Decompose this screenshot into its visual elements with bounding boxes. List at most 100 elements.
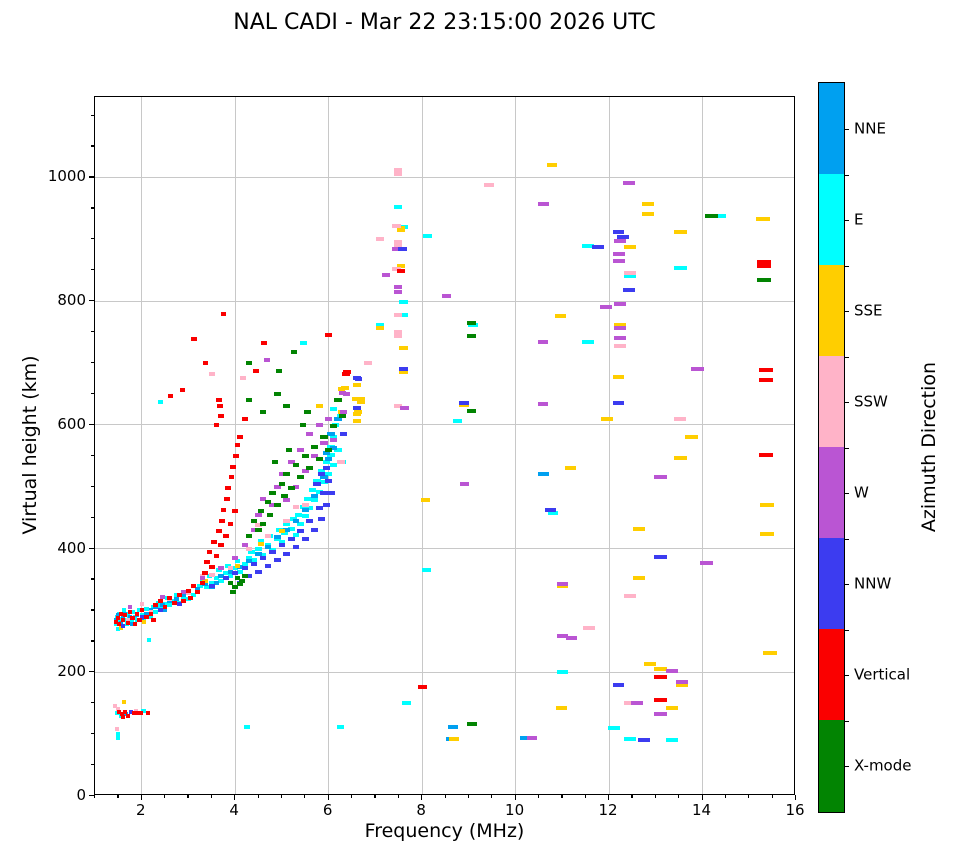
data-point-x-mode xyxy=(260,410,267,415)
data-point-nnw xyxy=(278,543,286,548)
data-point-nne xyxy=(538,472,549,477)
data-point-w xyxy=(306,432,314,437)
data-point-w xyxy=(631,700,644,705)
data-point-nne xyxy=(213,580,220,585)
data-point-nnw xyxy=(264,563,272,568)
data-point-e xyxy=(243,724,250,729)
data-point-sse xyxy=(399,346,408,351)
data-point-vertical xyxy=(171,601,177,605)
data-point-e xyxy=(141,616,147,621)
data-point-nnw xyxy=(354,377,363,382)
data-point-w xyxy=(654,712,667,717)
x-tick-label: 2 xyxy=(135,801,146,819)
x-major-tick xyxy=(701,795,703,800)
data-point-w xyxy=(393,284,402,289)
data-point-e xyxy=(399,313,408,318)
y-gridline xyxy=(95,671,794,673)
data-point-w xyxy=(566,636,578,641)
data-point-vertical xyxy=(117,710,122,715)
data-point-e xyxy=(300,341,308,346)
data-point-sse xyxy=(674,455,687,460)
data-point-e xyxy=(422,567,432,572)
data-point-ssw xyxy=(376,236,385,241)
data-point-nnw xyxy=(612,401,625,406)
data-point-vertical xyxy=(188,596,194,601)
data-point-ssw xyxy=(583,626,595,631)
data-point-sse xyxy=(352,419,361,424)
data-point-nne xyxy=(116,613,121,618)
data-point-nnw xyxy=(297,529,305,534)
data-point-sse xyxy=(257,541,265,546)
x-tick-label: 14 xyxy=(691,801,712,819)
data-point-x-mode xyxy=(290,349,298,354)
colorbar-boundary-tick xyxy=(845,265,849,267)
data-point-w xyxy=(382,272,391,277)
data-point-x-mode xyxy=(269,490,276,495)
data-point-nnw xyxy=(232,571,239,576)
data-point-x-mode xyxy=(246,398,253,403)
data-point-x-mode xyxy=(234,576,241,581)
data-point-w xyxy=(526,736,538,741)
data-point-sse xyxy=(674,230,687,235)
data-point-nnw xyxy=(654,554,667,559)
data-point-w xyxy=(613,326,626,331)
data-point-nnw xyxy=(311,528,319,532)
y-minor-tick xyxy=(91,361,94,364)
x-major-tick xyxy=(421,795,423,800)
data-point-x-mode xyxy=(466,408,477,413)
data-point-sse xyxy=(642,202,655,206)
data-point-ssw xyxy=(364,360,373,365)
data-point-nne xyxy=(174,597,180,602)
data-point-ssw xyxy=(116,707,121,712)
colorbar-boundary-tick xyxy=(845,447,849,449)
data-point-nnw xyxy=(292,545,300,550)
data-point-nnw xyxy=(612,683,625,688)
data-point-ssw xyxy=(255,523,262,528)
x-minor-tick xyxy=(397,795,399,798)
data-point-vertical xyxy=(654,698,667,703)
data-point-vertical xyxy=(757,259,772,264)
data-point-vertical xyxy=(204,560,210,565)
data-point-e xyxy=(547,510,559,515)
data-point-nnw xyxy=(269,549,276,554)
data-point-nne xyxy=(301,508,309,513)
data-point-vertical xyxy=(234,442,241,447)
data-point-nnw xyxy=(612,230,625,235)
data-point-sse xyxy=(352,397,361,402)
data-point-nnw xyxy=(139,614,144,619)
data-point-nnw xyxy=(313,481,321,486)
data-point-x-mode xyxy=(236,582,243,587)
data-point-e xyxy=(283,521,290,526)
data-point-nnw xyxy=(399,367,408,372)
data-point-e xyxy=(130,609,135,614)
data-point-ssw xyxy=(240,376,247,381)
data-point-e xyxy=(116,735,121,740)
data-point-vertical xyxy=(324,332,332,337)
x-minor-tick xyxy=(678,795,680,798)
data-point-w xyxy=(538,202,549,206)
data-point-ssw xyxy=(125,617,130,622)
data-point-e xyxy=(294,512,302,517)
x-minor-tick xyxy=(631,795,633,798)
plot-area xyxy=(94,96,795,795)
data-point-e xyxy=(325,472,333,477)
colorbar-tick xyxy=(845,220,849,222)
colorbar-boundary-tick xyxy=(845,174,849,176)
data-point-nnw xyxy=(158,608,163,613)
data-point-w xyxy=(181,589,187,594)
data-point-vertical xyxy=(181,599,187,604)
data-point-e xyxy=(132,614,137,619)
colorbar-label-x-mode: X-mode xyxy=(854,756,912,775)
data-point-w xyxy=(287,459,295,464)
data-point-sse xyxy=(643,661,656,666)
x-major-tick xyxy=(140,795,142,800)
y-tick-label: 800 xyxy=(57,291,86,310)
data-point-vertical xyxy=(227,521,234,526)
data-point-vertical xyxy=(162,605,168,610)
data-point-ssw xyxy=(209,572,215,577)
data-point-sse xyxy=(449,737,459,742)
x-gridline xyxy=(515,97,517,794)
data-point-vertical xyxy=(218,543,224,548)
data-point-x-mode xyxy=(325,447,333,452)
colorbar-boundary-tick xyxy=(845,629,849,631)
